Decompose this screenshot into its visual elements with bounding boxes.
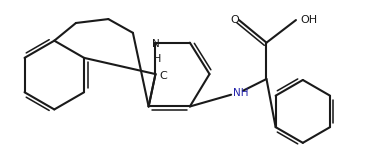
Text: O: O xyxy=(231,15,239,25)
Text: H: H xyxy=(153,54,162,64)
Text: N: N xyxy=(151,39,160,49)
Text: NH: NH xyxy=(233,88,249,98)
Text: OH: OH xyxy=(300,15,317,25)
Text: C: C xyxy=(160,71,167,81)
